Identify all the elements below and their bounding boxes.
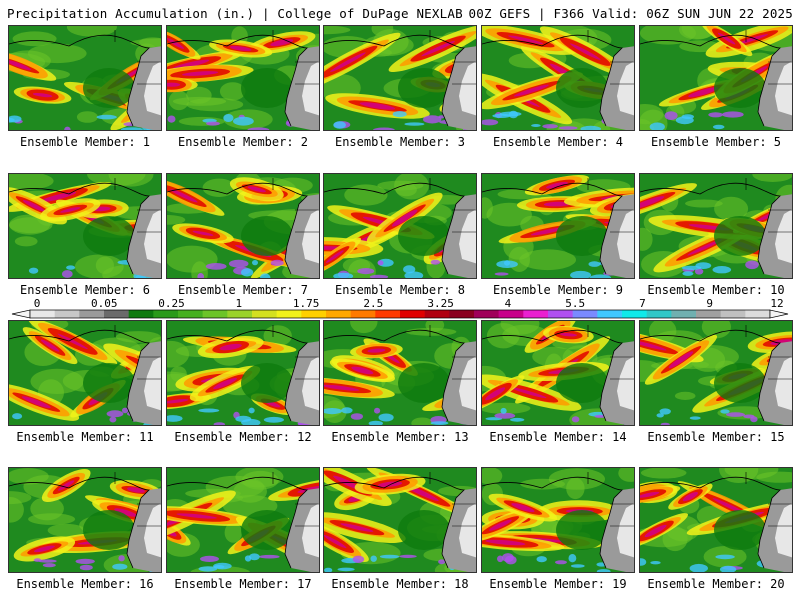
ensemble-member-label: Ensemble Member: 11 bbox=[16, 430, 154, 444]
ensemble-member-label: Ensemble Member: 12 bbox=[174, 430, 312, 444]
legend-color-swatch bbox=[548, 310, 573, 318]
ensemble-member-label: Ensemble Member: 9 bbox=[492, 283, 624, 297]
ensemble-member-label: Ensemble Member: 19 bbox=[489, 577, 627, 591]
legend-color-swatch bbox=[523, 310, 549, 318]
ensemble-map-panel bbox=[639, 467, 793, 573]
legend-color-swatch bbox=[696, 310, 721, 318]
legend-color-swatch bbox=[720, 310, 746, 318]
ensemble-member-label: Ensemble Member: 2 bbox=[177, 135, 309, 149]
legend-color-swatch bbox=[350, 310, 376, 318]
map-title: Precipitation Accumulation (in.) | Colle… bbox=[7, 6, 463, 21]
legend-tick-label: 0.25 bbox=[158, 297, 185, 310]
legend-tick-label: 0.05 bbox=[91, 297, 118, 310]
ensemble-map-panel bbox=[481, 173, 635, 279]
legend-tick-label: 2.5 bbox=[363, 297, 384, 310]
legend-color-swatch bbox=[153, 310, 179, 318]
legend-color-swatch bbox=[597, 310, 623, 318]
ensemble-member-label: Ensemble Member: 15 bbox=[647, 430, 785, 444]
precipitation-color-scale: 0 0.05 0.25 1 1.75 2.5 3.25 4 5.5 7 9 12 bbox=[0, 297, 800, 320]
ensemble-member-label: Ensemble Member: 1 bbox=[19, 135, 151, 149]
legend-color-swatch bbox=[54, 310, 80, 318]
ensemble-map-panel bbox=[323, 467, 477, 573]
ensemble-map-panel bbox=[166, 173, 320, 279]
legend-color-swatch bbox=[449, 310, 475, 318]
legend-right-arrow bbox=[769, 309, 789, 319]
legend-color-swatch bbox=[178, 310, 203, 318]
ensemble-member-label: Ensemble Member: 13 bbox=[331, 430, 469, 444]
legend-color-swatch bbox=[301, 310, 327, 318]
legend-color-swatch bbox=[252, 310, 277, 318]
legend-color-swatch bbox=[424, 310, 450, 318]
legend-color-swatch bbox=[622, 310, 647, 318]
legend-tick-label: 9 bbox=[706, 297, 714, 310]
legend-tick-label: 12 bbox=[770, 297, 784, 310]
legend-color-swatch bbox=[498, 310, 524, 318]
ensemble-map-panel bbox=[8, 173, 162, 279]
legend-color-swatch bbox=[202, 310, 228, 318]
legend-color-swatch bbox=[276, 310, 302, 318]
ensemble-member-label: Ensemble Member: 6 bbox=[19, 283, 151, 297]
legend-color-swatch bbox=[400, 310, 425, 318]
ensemble-map-panel bbox=[481, 467, 635, 573]
legend-color-swatch bbox=[671, 310, 697, 318]
ensemble-map-panel bbox=[639, 320, 793, 426]
ensemble-map-panel bbox=[166, 320, 320, 426]
ensemble-map-panel bbox=[166, 467, 320, 573]
legend-tick-label: 1 bbox=[235, 297, 243, 310]
legend-color-swatch bbox=[227, 310, 253, 318]
ensemble-member-label: Ensemble Member: 20 bbox=[647, 577, 785, 591]
legend-left-arrow bbox=[11, 309, 31, 319]
legend-tick-label: 3.25 bbox=[427, 297, 454, 310]
ensemble-member-label: Ensemble Member: 14 bbox=[489, 430, 627, 444]
ensemble-map-panel bbox=[166, 25, 320, 131]
ensemble-map-panel bbox=[639, 25, 793, 131]
model-run-info: 00Z GEFS | F366 Valid: 06Z SUN JUN 22 20… bbox=[468, 6, 793, 21]
ensemble-member-label: Ensemble Member: 17 bbox=[174, 577, 312, 591]
legend-color-swatch bbox=[745, 310, 771, 318]
legend-color-swatch bbox=[79, 310, 105, 318]
legend-color-swatch bbox=[128, 310, 154, 318]
legend-color-bar bbox=[11, 309, 789, 319]
legend-color-swatch bbox=[375, 310, 401, 318]
ensemble-map-panel bbox=[8, 467, 162, 573]
legend-color-swatch bbox=[646, 310, 672, 318]
legend-color-swatch bbox=[474, 310, 499, 318]
ensemble-map-panel bbox=[323, 25, 477, 131]
ensemble-member-label: Ensemble Member: 18 bbox=[331, 577, 469, 591]
ensemble-map-panel bbox=[323, 320, 477, 426]
legend-tick-label: 1.75 bbox=[292, 297, 320, 310]
ensemble-member-label: Ensemble Member: 4 bbox=[492, 135, 624, 149]
ensemble-map-panel bbox=[481, 320, 635, 426]
ensemble-map-panel bbox=[639, 173, 793, 279]
legend-color-swatch bbox=[572, 310, 598, 318]
legend-color-swatch bbox=[326, 310, 351, 318]
ensemble-member-label: Ensemble Member: 7 bbox=[177, 283, 309, 297]
ensemble-member-label: Ensemble Member: 16 bbox=[16, 577, 154, 591]
ensemble-member-label: Ensemble Member: 10 bbox=[647, 283, 785, 297]
legend-tick-label: 7 bbox=[639, 297, 646, 310]
legend-color-swatch bbox=[104, 310, 129, 318]
ensemble-map-panel bbox=[8, 320, 162, 426]
legend-color-swatch bbox=[30, 310, 55, 318]
ensemble-map-panel bbox=[8, 25, 162, 131]
legend-tick-label: 5.5 bbox=[565, 297, 586, 310]
ensemble-map-panel bbox=[481, 25, 635, 131]
legend-tick-label: 0 bbox=[33, 297, 41, 310]
legend-tick-label: 4 bbox=[504, 297, 512, 310]
ensemble-member-label: Ensemble Member: 8 bbox=[334, 283, 466, 297]
ensemble-member-label: Ensemble Member: 3 bbox=[334, 135, 466, 149]
ensemble-member-label: Ensemble Member: 5 bbox=[650, 135, 782, 149]
ensemble-map-panel bbox=[323, 173, 477, 279]
